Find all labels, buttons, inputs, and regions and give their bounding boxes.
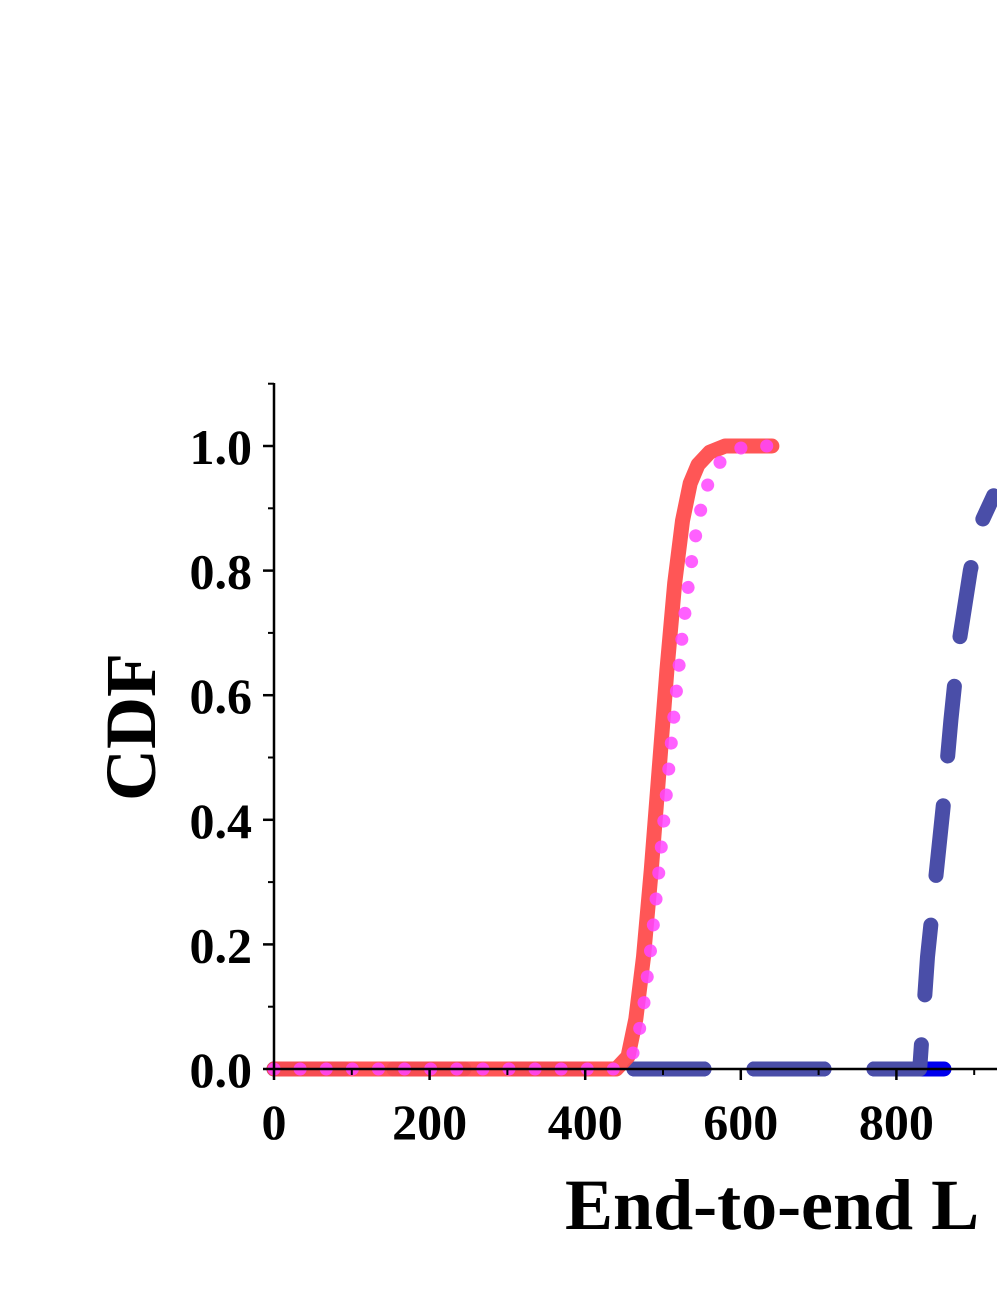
x-tick-label: 0 [262, 1094, 287, 1150]
y-tick-label: 0.0 [190, 1042, 253, 1098]
series-layer [266, 438, 997, 1077]
y-tick-label: 0.8 [190, 544, 253, 600]
x-tick-label: 600 [703, 1094, 778, 1150]
x-tick-label: 400 [548, 1094, 623, 1150]
axes-layer [272, 383, 997, 1071]
y-tick-label: 0.6 [190, 668, 253, 724]
series-line-dotted [267, 439, 779, 1076]
y-axis-title: CDF [91, 653, 171, 801]
y-tick-label: 0.2 [190, 917, 253, 973]
y-tick-label: 0.4 [190, 793, 253, 849]
ticks-layer: 0.0 0.2 0.4 0.6 0.8 1.0 0 200 400 600 800 [190, 382, 976, 1150]
x-tick-label: 200 [392, 1094, 467, 1150]
x-tick-label: 800 [859, 1094, 934, 1150]
x-axis-title: End-to-end L [565, 1165, 979, 1245]
y-tick-label: 1.0 [190, 419, 253, 475]
